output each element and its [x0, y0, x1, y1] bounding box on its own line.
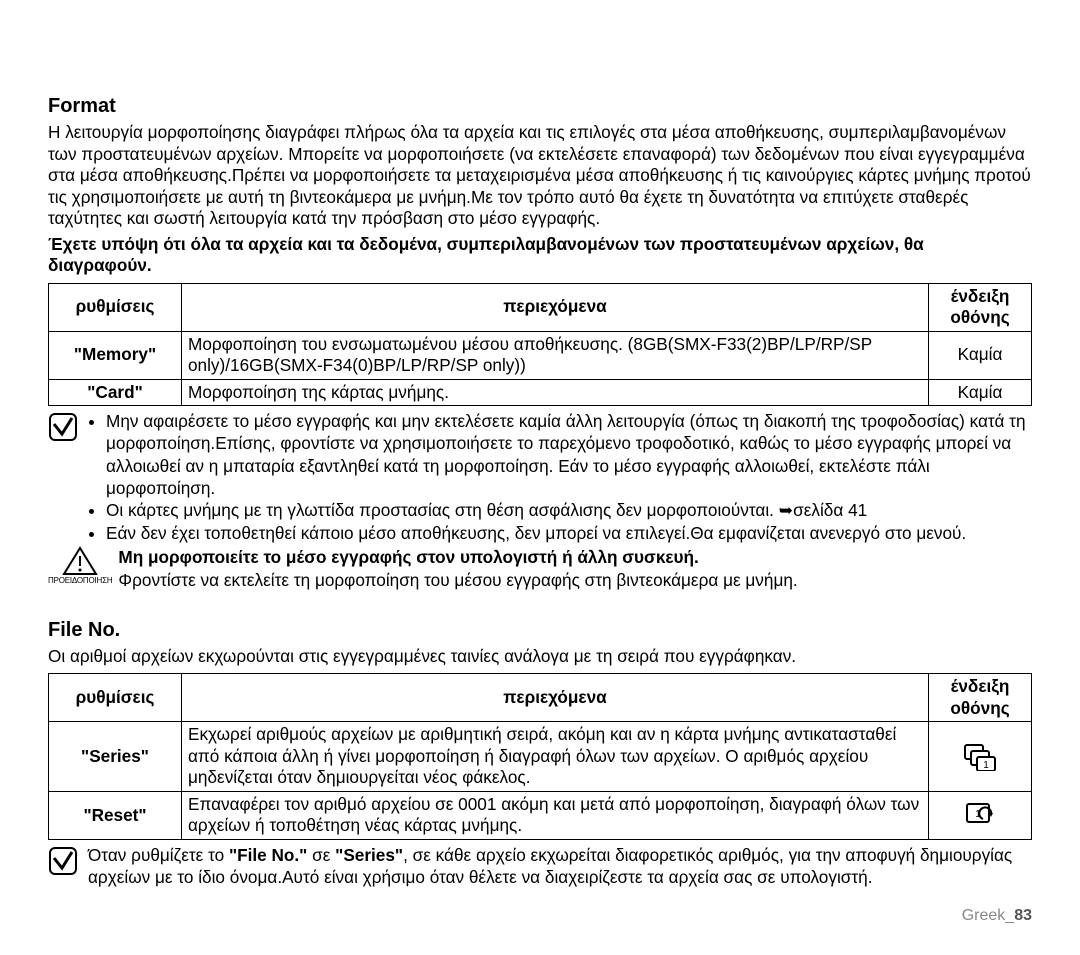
warning-label: ΠΡΟΕΙΔΟΠΟΙΗΣΗ	[48, 576, 112, 585]
warning-text: Φροντίστε να εκτελείτε τη μορφοποίηση το…	[118, 569, 797, 591]
svg-text:1: 1	[983, 760, 989, 771]
table-row: "Series" Εκχωρεί αριθμούς αρχείων με αρι…	[49, 722, 1032, 792]
table-row: "Memory" Μορφοποίηση του ενσωματωμένου μ…	[49, 331, 1032, 379]
cell-setting: "Series"	[49, 722, 182, 792]
format-intro-bold: Έχετε υπόψη ότι όλα τα αρχεία και τα δεδ…	[48, 234, 1032, 277]
cell-indicator: Καμία	[929, 379, 1032, 406]
series-icon: 1	[929, 722, 1032, 792]
format-note-block: Μην αφαιρέσετε το μέσο εγγραφής και μην …	[48, 410, 1032, 544]
note-icon	[48, 412, 78, 447]
cell-setting: "Card"	[49, 379, 182, 406]
warning-icon: ΠΡΟΕΙΔΟΠΟΙΗΣΗ	[48, 546, 112, 585]
fileno-footnote: Όταν ρυθμίζετε το "File No." σε "Series"…	[88, 844, 1032, 889]
th-settings: ρυθμίσεις	[49, 283, 182, 331]
fileno-footnote-block: Όταν ρυθμίζετε το "File No." σε "Series"…	[48, 844, 1032, 889]
cell-content: Επαναφέρει τον αριθμό αρχείου σε 0001 ακ…	[182, 791, 929, 839]
list-item: Μην αφαιρέσετε το μέσο εγγραφής και μην …	[106, 410, 1032, 499]
fileno-heading: File No.	[48, 619, 1032, 642]
cell-indicator: Καμία	[929, 331, 1032, 379]
table-row: "Card" Μορφοποίηση της κάρτας μνήμης. Κα…	[49, 379, 1032, 406]
page-number: 83	[1014, 907, 1032, 924]
table-header-row: ρυθμίσεις περιεχόμενα ένδειξη οθόνης	[49, 283, 1032, 331]
table-header-row: ρυθμίσεις περιεχόμενα ένδειξη οθόνης	[49, 674, 1032, 722]
fileno-intro: Οι αριθμοί αρχείων εκχωρούνται στις εγγε…	[48, 646, 1032, 668]
format-warning-block: ΠΡΟΕΙΔΟΠΟΙΗΣΗ Μη μορφοποιείτε το μέσο εγ…	[48, 546, 1032, 591]
th-indicator: ένδειξη οθόνης	[929, 283, 1032, 331]
cell-content: Εκχωρεί αριθμούς αρχείων με αριθμητική σ…	[182, 722, 929, 792]
cell-content: Μορφοποίηση της κάρτας μνήμης.	[182, 379, 929, 406]
fileno-table: ρυθμίσεις περιεχόμενα ένδειξη οθόνης "Se…	[48, 673, 1032, 840]
document-page: Format Η λειτουργία μορφοποίησης διαγράφ…	[0, 0, 1080, 955]
format-notes-list: Μην αφαιρέσετε το μέσο εγγραφής και μην …	[88, 410, 1032, 544]
format-heading: Format	[48, 95, 1032, 118]
format-intro: Η λειτουργία μορφοποίησης διαγράφει πλήρ…	[48, 122, 1032, 230]
footer-label: Greek_	[962, 907, 1014, 924]
cell-content: Μορφοποίηση του ενσωματωμένου μέσου αποθ…	[182, 331, 929, 379]
warning-bold: Μη μορφοποιείτε το μέσο εγγραφής στον υπ…	[118, 546, 797, 568]
cell-setting: "Memory"	[49, 331, 182, 379]
th-contents: περιεχόμενα	[182, 674, 929, 722]
th-contents: περιεχόμενα	[182, 283, 929, 331]
reset-icon: 1	[929, 791, 1032, 839]
table-row: "Reset" Επαναφέρει τον αριθμό αρχείου σε…	[49, 791, 1032, 839]
cell-setting: "Reset"	[49, 791, 182, 839]
note-icon	[48, 846, 78, 881]
page-footer: Greek_83	[48, 907, 1032, 925]
format-table: ρυθμίσεις περιεχόμενα ένδειξη οθόνης "Me…	[48, 283, 1032, 407]
th-settings: ρυθμίσεις	[49, 674, 182, 722]
list-item: Εάν δεν έχει τοποθετηθεί κάποιο μέσο απο…	[106, 522, 1032, 544]
warning-text-block: Μη μορφοποιείτε το μέσο εγγραφής στον υπ…	[118, 546, 797, 591]
th-indicator: ένδειξη οθόνης	[929, 674, 1032, 722]
list-item: Οι κάρτες μνήμης με τη γλωττίδα προστασί…	[106, 499, 1032, 521]
